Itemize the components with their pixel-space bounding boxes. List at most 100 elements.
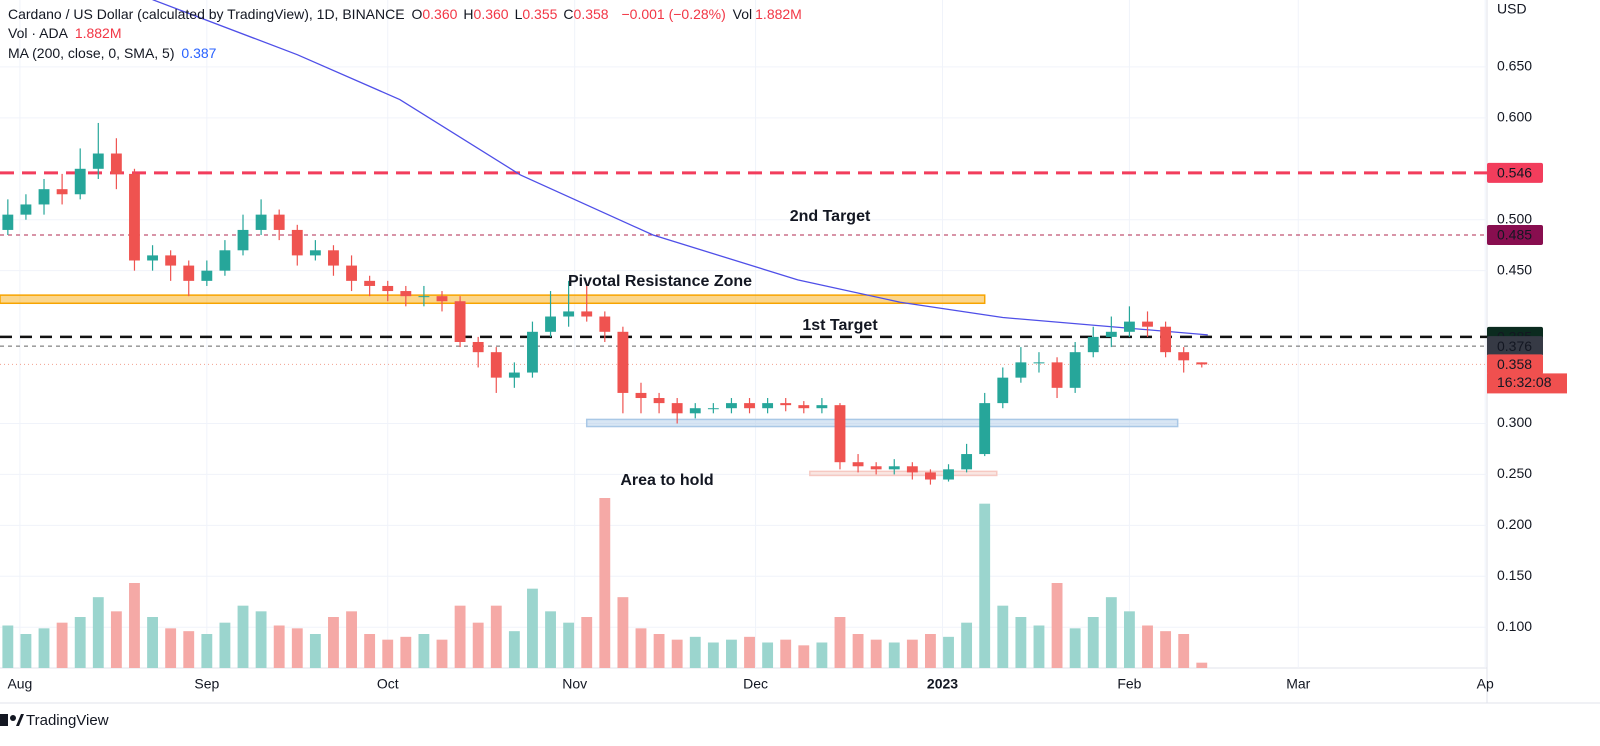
- y-tick-label: 0.300: [1497, 414, 1532, 430]
- zones-layer: [0, 294, 1179, 477]
- candle-body: [527, 331, 538, 373]
- candle-body: [888, 466, 900, 470]
- candle-body: [20, 204, 32, 215]
- price-tag-label: 0.376: [1497, 338, 1532, 354]
- volume-bar: [309, 634, 321, 668]
- volume-bar: [219, 622, 231, 668]
- logo: [0, 714, 24, 726]
- volume-bar: [74, 617, 86, 668]
- volume-bar: [1033, 625, 1045, 668]
- legend-ohlc-value: 0.360: [473, 6, 509, 22]
- x-tick-label: Aug: [7, 676, 32, 692]
- candle-body: [997, 377, 1009, 404]
- volume-bar: [689, 636, 701, 668]
- volume-bar: [56, 622, 68, 668]
- volume-bar: [454, 605, 466, 668]
- candle-body: [129, 173, 140, 261]
- candle-body: [1087, 336, 1099, 353]
- y-tick-label: 0.600: [1497, 109, 1532, 125]
- volume-bar: [707, 642, 719, 668]
- volume-bar: [2, 625, 14, 668]
- candle-body: [599, 316, 611, 332]
- candle-body: [906, 466, 918, 473]
- candle-body: [581, 311, 593, 317]
- annotation: Area to hold: [620, 472, 713, 489]
- volume-bar: [997, 605, 1009, 668]
- candle-body: [56, 189, 68, 195]
- volume-bar: [726, 639, 737, 668]
- candle-body: [1033, 362, 1045, 364]
- volume-bar: [20, 634, 32, 668]
- vol-layer: [2, 498, 1208, 668]
- volume-bar: [780, 639, 792, 668]
- candle-body: [2, 214, 14, 230]
- candles-layer: [2, 122, 1208, 485]
- legend-ma: MA (200, close, 0, SMA, 5): [8, 45, 175, 61]
- zone: [809, 470, 998, 477]
- volume-bar: [943, 636, 954, 668]
- candle-body: [1123, 321, 1135, 332]
- legend-ma-value: 0.387: [181, 45, 217, 61]
- volume-bar: [490, 605, 502, 668]
- candle-body: [780, 403, 792, 406]
- x-tick-label: Feb: [1117, 676, 1141, 692]
- y-tick-label: 0.150: [1497, 567, 1532, 583]
- ma-line: [152, 0, 1208, 336]
- y-tick-label: 0.650: [1497, 58, 1532, 74]
- candle-body: [1178, 352, 1190, 361]
- x-tick-label: Mar: [1286, 676, 1310, 692]
- candle-body: [1015, 362, 1027, 378]
- candle-body: [436, 296, 448, 302]
- volume-bar: [273, 625, 285, 668]
- legend-ohlc: O0.360 H0.360 L0.355 C0.358: [411, 6, 614, 22]
- volume-bar: [1015, 617, 1027, 668]
- candle-body: [201, 270, 213, 281]
- y-tick-label: 0.250: [1497, 465, 1532, 481]
- y-tick-label: 0.200: [1497, 516, 1532, 532]
- candle-body: [961, 454, 973, 470]
- legend-line: Vol · ADA 1.882M: [8, 25, 125, 41]
- candle-body: [979, 403, 991, 455]
- candle-body: [165, 255, 177, 266]
- legend-vol-series-value: 1.882M: [74, 25, 122, 41]
- price-tag-label: 0.358: [1497, 356, 1532, 372]
- candle-body: [74, 168, 86, 195]
- candle-body: [1069, 352, 1081, 388]
- x-tick-label: Dec: [743, 676, 768, 692]
- price-tag: [1487, 162, 1543, 183]
- volume-bar: [400, 636, 412, 668]
- volume-bar: [418, 634, 430, 668]
- candle-body: [400, 291, 412, 297]
- volume-bar: [816, 642, 828, 668]
- volume-bar: [870, 639, 882, 668]
- candle-body: [744, 403, 755, 409]
- volume-bar: [635, 628, 647, 668]
- volume-bar: [1051, 583, 1063, 668]
- candle-body: [798, 405, 810, 409]
- candle-body: [707, 408, 719, 410]
- candle-body: [309, 250, 321, 256]
- legend-ohlc-value: 0.355: [522, 6, 558, 22]
- volume-bar: [255, 611, 267, 668]
- volume-bar: [183, 631, 195, 668]
- candle-body: [726, 403, 737, 409]
- volume-bar: [671, 639, 683, 668]
- volume-bar: [382, 639, 394, 668]
- x-tick-label: Oct: [377, 676, 399, 692]
- candle-body: [364, 280, 376, 286]
- legend-ohlc-label: H: [463, 6, 474, 22]
- candle-body: [219, 250, 231, 271]
- candle-body: [490, 352, 502, 378]
- legend-vol-series: Vol · ADA: [8, 25, 68, 41]
- legend-vol-value: 1.882M: [755, 6, 802, 22]
- volume-bar: [291, 628, 303, 668]
- volume-bar: [1123, 611, 1135, 668]
- candle-body: [1160, 326, 1172, 353]
- volume-bar: [653, 634, 665, 668]
- candle-body: [816, 405, 828, 409]
- countdown-tag: [1487, 373, 1567, 394]
- candle-body: [1105, 331, 1117, 337]
- price-tag: [1487, 336, 1543, 357]
- candle-body: [925, 472, 936, 480]
